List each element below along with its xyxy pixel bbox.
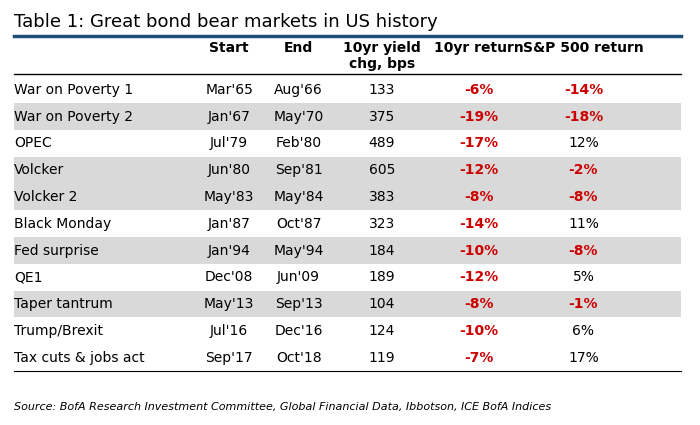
Text: Volcker: Volcker: [14, 163, 64, 177]
Text: 383: 383: [369, 190, 396, 204]
Text: -12%: -12%: [460, 270, 499, 284]
Text: 124: 124: [369, 324, 396, 338]
Text: S&P 500 return: S&P 500 return: [523, 41, 644, 55]
Text: Table 1: Great bond bear markets in US history: Table 1: Great bond bear markets in US h…: [14, 13, 438, 31]
Text: Fed surprise: Fed surprise: [14, 244, 99, 258]
Text: -8%: -8%: [568, 244, 598, 258]
Text: -17%: -17%: [460, 136, 499, 150]
Text: War on Poverty 1: War on Poverty 1: [14, 83, 133, 97]
Text: 133: 133: [369, 83, 396, 97]
Text: May'84: May'84: [274, 190, 324, 204]
Text: Feb'80: Feb'80: [276, 136, 322, 150]
Text: Jan'87: Jan'87: [208, 217, 251, 231]
Text: Jun'80: Jun'80: [208, 163, 251, 177]
Text: Volcker 2: Volcker 2: [14, 190, 77, 204]
Text: Source: BofA Research Investment Committee, Global Financial Data, Ibbotson, ICE: Source: BofA Research Investment Committ…: [14, 402, 551, 412]
Text: -2%: -2%: [568, 163, 598, 177]
Text: Sep'81: Sep'81: [275, 163, 323, 177]
Text: -6%: -6%: [465, 83, 494, 97]
Text: -14%: -14%: [460, 217, 499, 231]
Text: Oct'18: Oct'18: [276, 351, 321, 365]
Text: QE1: QE1: [14, 270, 43, 284]
Text: 5%: 5%: [573, 270, 594, 284]
Text: -19%: -19%: [460, 110, 499, 124]
Text: -10%: -10%: [460, 244, 499, 258]
Text: Jan'94: Jan'94: [208, 244, 251, 258]
Text: Jun'09: Jun'09: [277, 270, 320, 284]
Bar: [14, 103, 680, 130]
Text: Jul'16: Jul'16: [210, 324, 248, 338]
Text: Sep'17: Sep'17: [205, 351, 253, 365]
Text: Mar'65: Mar'65: [205, 83, 253, 97]
Text: 11%: 11%: [568, 217, 598, 231]
Text: May'94: May'94: [274, 244, 324, 258]
Text: War on Poverty 2: War on Poverty 2: [14, 110, 133, 124]
Text: 119: 119: [369, 351, 396, 365]
Text: -18%: -18%: [564, 110, 603, 124]
Text: 375: 375: [369, 110, 395, 124]
Text: 489: 489: [369, 136, 396, 150]
Text: -12%: -12%: [460, 163, 499, 177]
Text: 17%: 17%: [568, 351, 598, 365]
Text: -1%: -1%: [568, 297, 598, 311]
Text: -7%: -7%: [465, 351, 494, 365]
Text: Tax cuts & jobs act: Tax cuts & jobs act: [14, 351, 144, 365]
Bar: [14, 184, 680, 210]
Text: 10yr yield
chg, bps: 10yr yield chg, bps: [343, 41, 421, 71]
Text: -8%: -8%: [465, 190, 494, 204]
Text: 184: 184: [369, 244, 396, 258]
Text: Taper tantrum: Taper tantrum: [14, 297, 113, 311]
Text: Dec'16: Dec'16: [274, 324, 323, 338]
Text: Aug'66: Aug'66: [274, 83, 323, 97]
Text: -10%: -10%: [460, 324, 499, 338]
Text: -8%: -8%: [465, 297, 494, 311]
Text: End: End: [284, 41, 314, 55]
Text: May'13: May'13: [204, 297, 254, 311]
Text: -8%: -8%: [568, 190, 598, 204]
Text: Black Monday: Black Monday: [14, 217, 111, 231]
Text: 189: 189: [369, 270, 396, 284]
Bar: [14, 291, 680, 317]
Text: Trump/Brexit: Trump/Brexit: [14, 324, 103, 338]
Text: Jul'79: Jul'79: [210, 136, 248, 150]
Text: Sep'13: Sep'13: [275, 297, 323, 311]
Text: Start: Start: [209, 41, 249, 55]
Text: 12%: 12%: [568, 136, 598, 150]
Text: 6%: 6%: [573, 324, 594, 338]
Text: Oct'87: Oct'87: [276, 217, 321, 231]
Text: 605: 605: [369, 163, 396, 177]
Text: OPEC: OPEC: [14, 136, 52, 150]
Text: May'70: May'70: [274, 110, 324, 124]
Text: Dec'08: Dec'08: [205, 270, 253, 284]
Text: Jan'67: Jan'67: [208, 110, 251, 124]
Text: May'83: May'83: [204, 190, 254, 204]
Text: 104: 104: [369, 297, 396, 311]
Bar: [14, 237, 680, 264]
Text: -14%: -14%: [564, 83, 603, 97]
Bar: [14, 157, 680, 184]
Text: 10yr return: 10yr return: [434, 41, 524, 55]
Text: 323: 323: [369, 217, 395, 231]
